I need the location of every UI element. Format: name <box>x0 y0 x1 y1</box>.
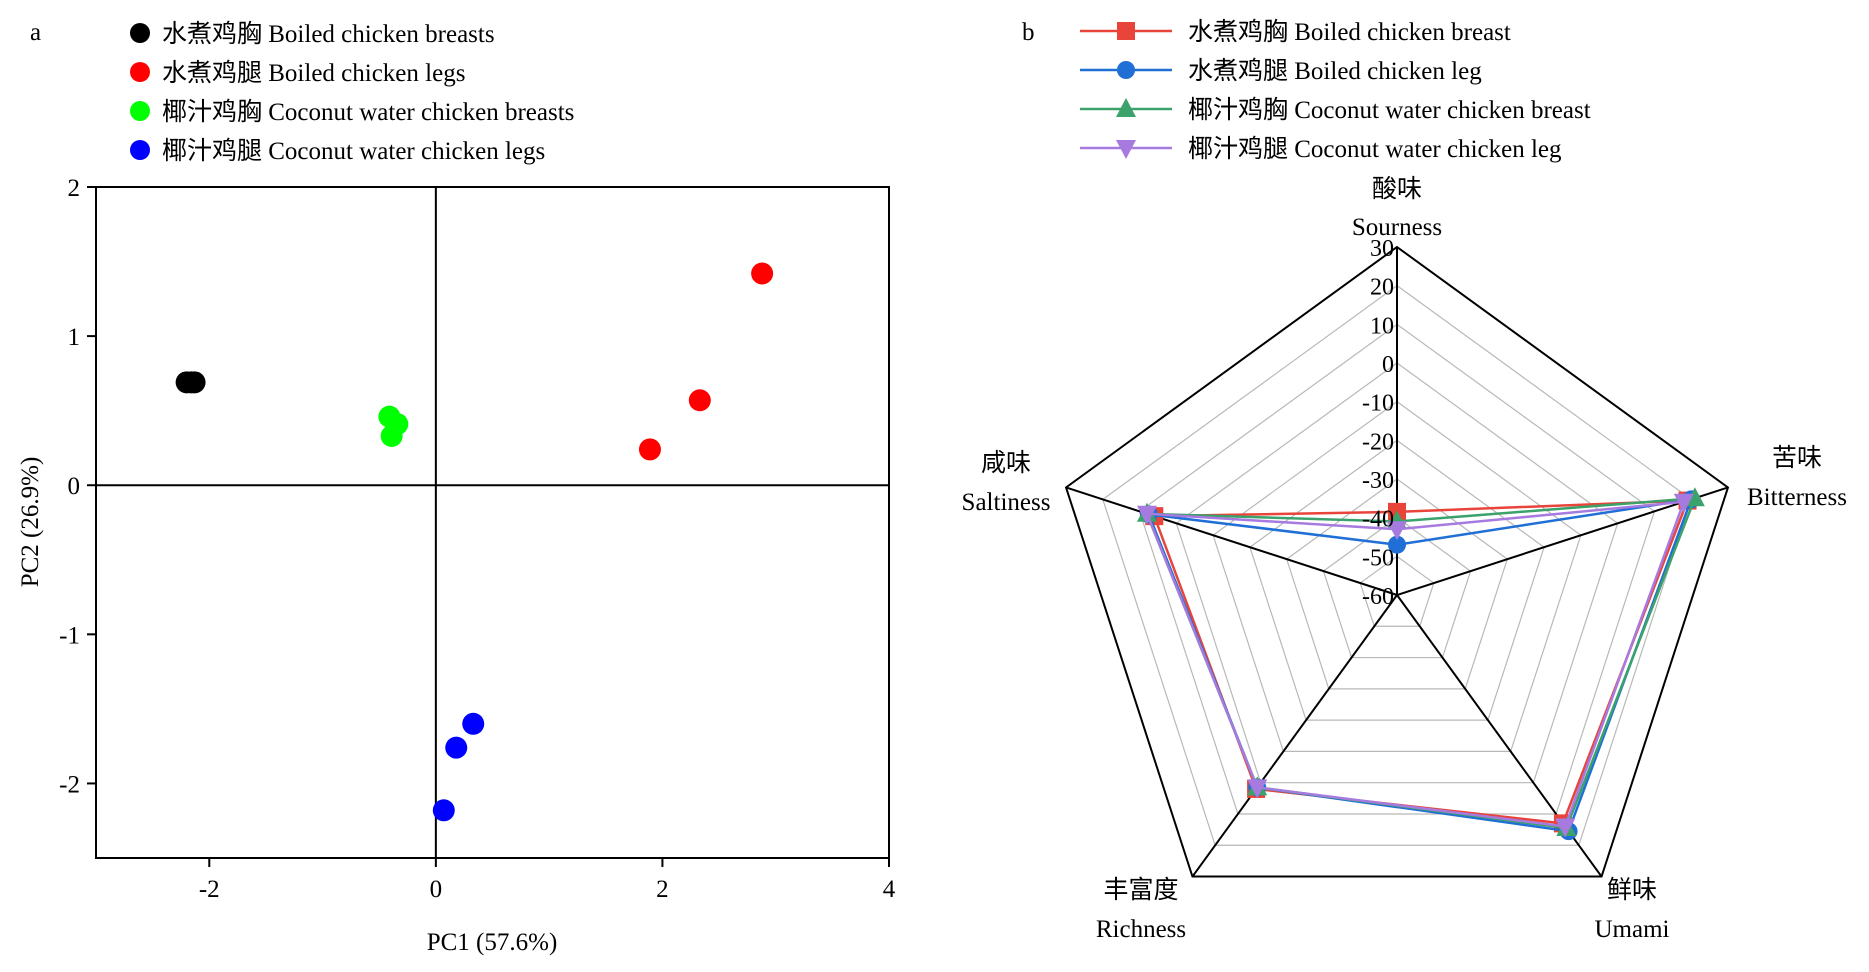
radar-axis-label-zh: 咸味 <box>981 449 1031 477</box>
pca-axis-ticks: -2 0 2 4 -2 -1 0 1 2 <box>59 175 896 903</box>
pca-x-tick-label: 4 <box>883 876 896 903</box>
radar-series-line <box>1152 499 1690 825</box>
radar-grid-ring <box>1322 516 1472 659</box>
radar-axis-labels: 酸味 Sourness 苦味 Bitterness 鲜味 Umami 丰富度 Richness… <box>962 175 1847 943</box>
radar-spoke <box>1065 486 1398 596</box>
radar-marker-triangle-down <box>1136 505 1157 525</box>
radar-grid <box>1064 245 1730 878</box>
radar-axis-label-en: Bitterness <box>1747 484 1847 511</box>
radar-marker-triangle-down <box>1387 521 1407 541</box>
pca-legend-marker <box>130 140 150 160</box>
pca-y-tick-label: 0 <box>68 473 81 500</box>
pca-point <box>462 712 485 735</box>
radar-radial-tick-labels: -60 -50 -40 -30 -20 -10 0 10 20 30 <box>1362 236 1394 610</box>
radar-grid-ring <box>1102 284 1692 846</box>
radar-grid-ring <box>1285 478 1509 690</box>
radar-axis-label-zh: 丰富度 <box>1103 876 1178 904</box>
pca-legend-marker <box>130 23 150 43</box>
radar-marker-triangle-up <box>1116 98 1136 117</box>
pca-x-axis-label: PC1 (57.6%) <box>427 929 558 956</box>
radar-legend-label: 水煮鸡腿 Boiled chicken leg <box>1188 57 1482 85</box>
radar-marker-circle <box>1388 535 1406 554</box>
radar-radial-tick-label: -60 <box>1362 584 1394 610</box>
pca-legend-label: 水煮鸡胸 Boiled chicken breasts <box>162 20 495 48</box>
radar-axis-label-zh: 鲜味 <box>1607 876 1657 904</box>
panel-b-label: b <box>1022 19 1035 46</box>
radar-legend: 水煮鸡胸 Boiled chicken breast 水煮鸡腿 Boiled ch… <box>1080 18 1591 163</box>
panel-a-label: a <box>30 19 41 46</box>
pca-points <box>175 262 774 822</box>
radar-grid-ring <box>1064 245 1730 878</box>
pca-point <box>638 438 661 461</box>
radar-marker-triangle-down <box>1555 818 1576 838</box>
pca-point <box>432 799 455 822</box>
pca-legend-label: 椰汁鸡腿 Coconut water chicken legs <box>162 137 545 165</box>
radar-marker-triangle-up <box>1684 487 1705 507</box>
pca-legend-marker <box>130 101 150 121</box>
pca-legend-marker <box>130 62 150 82</box>
pca-y-axis-label: PC2 (26.9%) <box>17 457 44 588</box>
radar-grid-ring <box>1175 362 1619 784</box>
radar-grid-ring <box>1138 323 1656 815</box>
pca-point <box>688 389 711 412</box>
radar-spoke <box>1191 594 1398 878</box>
radar-marker-triangle-down <box>1673 493 1694 513</box>
radar-radial-tick-label: 30 <box>1370 236 1394 262</box>
pca-plot-frame <box>95 186 890 859</box>
radar-axis-label-en: Saltiness <box>962 489 1051 516</box>
radar-marker-triangle-down <box>1116 140 1136 159</box>
radar-radial-tick-label: -10 <box>1362 391 1394 417</box>
pca-point <box>445 736 468 759</box>
radar-spoke <box>1396 486 1729 596</box>
pca-point <box>380 425 403 448</box>
radar-series-line <box>1145 496 1697 830</box>
radar-radial-tick-label: 10 <box>1370 313 1394 339</box>
pca-y-tick-label: -1 <box>59 622 80 649</box>
radar-grid-ring <box>1359 555 1435 627</box>
pca-point <box>751 262 774 285</box>
radar-series <box>1136 487 1705 841</box>
radar-marker-triangle-down <box>1247 779 1268 799</box>
pca-point <box>183 371 206 394</box>
radar-radial-tick-label: -30 <box>1362 468 1394 494</box>
radar-radial-tick-label: -40 <box>1362 507 1394 533</box>
radar-radial-tick-label: -20 <box>1362 429 1394 455</box>
radar-legend-label: 水煮鸡胸 Boiled chicken breast <box>1188 18 1511 46</box>
radar-radial-tick-label: 20 <box>1370 275 1394 301</box>
radar-series-line <box>1145 500 1686 828</box>
radar-legend-label: 椰汁鸡腿 Coconut water chicken leg <box>1188 135 1562 163</box>
pca-score-plot: a 水煮鸡胸 Boiled chicken breasts 水煮鸡腿 Boiled… <box>17 19 896 956</box>
pca-y-tick-label: -2 <box>59 771 80 798</box>
e-tongue-radar-chart: b 水煮鸡胸 Boiled chicken breast 水煮鸡腿 Boiled … <box>962 18 1847 943</box>
pca-y-tick-label: 1 <box>68 324 81 351</box>
pca-legend-label: 椰汁鸡胸 Coconut water chicken breasts <box>162 98 574 126</box>
pca-x-tick-label: 2 <box>656 876 669 903</box>
radar-axis-label-zh: 酸味 <box>1372 175 1422 203</box>
radar-marker-square <box>1117 22 1135 40</box>
radar-axis-label-en: Richness <box>1096 916 1186 943</box>
pca-legend-label: 水煮鸡腿 Boiled chicken legs <box>162 59 465 87</box>
pca-y-tick-label: 2 <box>68 175 81 202</box>
radar-axis-label-zh: 苦味 <box>1772 444 1822 472</box>
radar-axis-label-en: Umami <box>1595 916 1670 943</box>
pca-x-tick-label: 0 <box>430 876 443 903</box>
radar-radial-tick-label: 0 <box>1382 352 1394 378</box>
radar-marker-circle <box>1117 61 1135 79</box>
radar-grid-ring <box>1212 400 1582 753</box>
radar-legend-label: 椰汁鸡胸 Coconut water chicken breast <box>1188 96 1591 124</box>
pca-x-tick-label: -2 <box>199 876 220 903</box>
radar-axis-label-en: Sourness <box>1352 214 1442 241</box>
pca-legend: 水煮鸡胸 Boiled chicken breasts 水煮鸡腿 Boiled c… <box>130 20 574 165</box>
radar-radial-tick-label: -50 <box>1362 545 1394 571</box>
